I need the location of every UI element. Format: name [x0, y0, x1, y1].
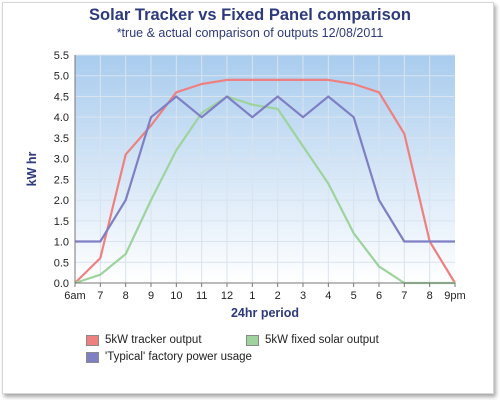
chart-title: Solar Tracker vs Fixed Panel comparison — [89, 6, 411, 24]
x-tick-label: 7 — [97, 290, 103, 302]
x-tick-label: 9 — [148, 290, 154, 302]
x-tick-label: 5 — [351, 290, 357, 302]
y-tick-label: 0.5 — [54, 257, 69, 269]
chart-subtitle: *true & actual comparison of outputs 12/… — [116, 26, 384, 40]
y-tick-label: 2.0 — [54, 195, 69, 207]
x-tick-label: 7 — [401, 290, 407, 302]
series-line-3 — [75, 95, 455, 243]
x-tick-label: 12 — [221, 290, 233, 302]
legend-item: 5kW tracker output — [86, 334, 202, 346]
y-tick-label: 5.5 — [54, 50, 69, 62]
y-axis-label: kW hr — [25, 152, 39, 187]
series-line-1 — [74, 78, 456, 284]
y-tick-label: 4.5 — [54, 91, 69, 103]
x-tick-label: 8 — [427, 290, 433, 302]
tick-labels: 0.0 0.5 1.0 1.5 2.0 2.5 3.0 3.5 4.0 4.5 5.0 5.5 6am 7… — [54, 50, 466, 302]
legend-label: 5kW fixed solar output — [265, 334, 379, 346]
y-tick-label: 2.5 — [54, 174, 69, 186]
legend-item: 5kW fixed solar output — [246, 334, 379, 346]
x-tick-label: 8 — [123, 290, 129, 302]
x-tick-label: 9pm — [444, 290, 465, 302]
legend-swatch — [86, 334, 99, 346]
x-tick-label: 6am — [64, 290, 85, 302]
x-tick-label: 11 — [196, 290, 207, 302]
plot-area — [75, 55, 455, 283]
legend-label: 'Typical' factory power usage — [105, 351, 252, 363]
x-tick-label: 4 — [325, 290, 331, 302]
legend-swatch — [86, 351, 99, 363]
x-tick-label: 1 — [249, 290, 255, 302]
x-tick-label: 2 — [275, 290, 281, 302]
axes — [74, 55, 456, 287]
y-tick-label: 5.0 — [54, 71, 69, 83]
y-tick-label: 0.0 — [54, 278, 69, 290]
x-tick-label: 10 — [170, 290, 182, 302]
y-tick-label: 3.0 — [54, 154, 69, 166]
y-tick-label: 4.0 — [54, 112, 69, 124]
legend-label: 5kW tracker output — [105, 334, 202, 346]
legend-swatch — [246, 334, 259, 346]
y-tick-label: 1.0 — [54, 237, 69, 249]
y-tick-label: 3.5 — [54, 133, 69, 145]
x-tick-label: 6 — [376, 290, 382, 302]
y-tick-label: 1.5 — [54, 216, 69, 228]
x-axis-label: 24hr period — [231, 306, 299, 320]
x-tick-label: 3 — [300, 290, 306, 302]
legend-item: 'Typical' factory power usage — [86, 351, 252, 363]
series-lines — [74, 78, 456, 285]
